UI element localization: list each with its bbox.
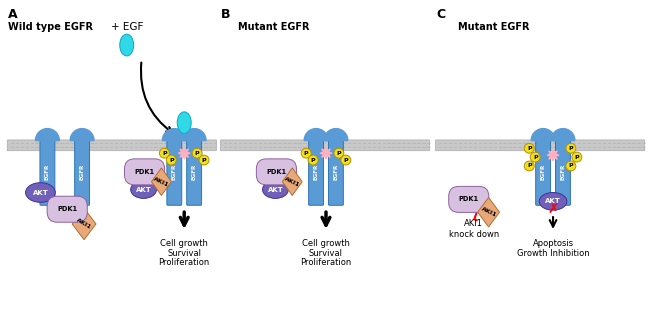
Text: Apoptosis: Apoptosis bbox=[532, 239, 573, 248]
Ellipse shape bbox=[120, 34, 134, 56]
Text: Cell growth: Cell growth bbox=[302, 239, 350, 248]
Text: AKT: AKT bbox=[136, 187, 151, 193]
Circle shape bbox=[301, 148, 311, 158]
Text: Proliferation: Proliferation bbox=[300, 258, 352, 267]
Ellipse shape bbox=[25, 183, 55, 202]
Text: PDK1: PDK1 bbox=[459, 196, 479, 202]
Polygon shape bbox=[72, 208, 96, 240]
Ellipse shape bbox=[539, 193, 567, 210]
Polygon shape bbox=[304, 129, 328, 140]
Text: P: P bbox=[533, 154, 538, 160]
Ellipse shape bbox=[177, 112, 191, 133]
Text: EGFR: EGFR bbox=[560, 164, 566, 180]
Text: EGFR: EGFR bbox=[45, 164, 50, 180]
Text: P: P bbox=[569, 163, 573, 169]
FancyBboxPatch shape bbox=[187, 139, 202, 205]
Circle shape bbox=[199, 155, 209, 165]
Text: P: P bbox=[569, 146, 573, 151]
Text: Survival: Survival bbox=[309, 249, 343, 257]
Text: + EGF: + EGF bbox=[111, 22, 143, 32]
FancyBboxPatch shape bbox=[436, 140, 645, 151]
Text: EGFR: EGFR bbox=[192, 164, 197, 180]
Text: AKT: AKT bbox=[545, 198, 561, 204]
Polygon shape bbox=[324, 129, 348, 140]
Text: EGFR: EGFR bbox=[313, 164, 318, 180]
Circle shape bbox=[572, 152, 582, 162]
Text: P: P bbox=[195, 151, 200, 156]
Text: PDK1: PDK1 bbox=[135, 169, 155, 175]
Circle shape bbox=[308, 155, 318, 165]
Text: knock down: knock down bbox=[448, 230, 499, 239]
Circle shape bbox=[166, 155, 176, 165]
Text: A: A bbox=[8, 8, 18, 21]
Text: P: P bbox=[162, 151, 166, 156]
Circle shape bbox=[566, 161, 576, 171]
Text: AKT: AKT bbox=[32, 190, 48, 195]
Text: AKI1: AKI1 bbox=[75, 218, 92, 230]
Text: EGFR: EGFR bbox=[172, 164, 177, 180]
Polygon shape bbox=[531, 129, 555, 140]
FancyBboxPatch shape bbox=[7, 140, 216, 151]
Polygon shape bbox=[478, 197, 499, 227]
Circle shape bbox=[566, 143, 576, 153]
Text: P: P bbox=[337, 151, 341, 156]
Text: Growth Inhibition: Growth Inhibition bbox=[517, 249, 590, 257]
Polygon shape bbox=[70, 129, 94, 140]
Text: AKI1: AKI1 bbox=[464, 219, 483, 228]
Text: P: P bbox=[169, 157, 174, 163]
Ellipse shape bbox=[131, 181, 157, 198]
Polygon shape bbox=[282, 168, 302, 195]
FancyBboxPatch shape bbox=[309, 139, 324, 205]
FancyBboxPatch shape bbox=[220, 140, 430, 151]
Text: P: P bbox=[311, 157, 315, 163]
Polygon shape bbox=[320, 147, 332, 159]
Text: Survival: Survival bbox=[167, 249, 202, 257]
Text: Proliferation: Proliferation bbox=[159, 258, 210, 267]
Polygon shape bbox=[182, 129, 206, 140]
Text: PDK1: PDK1 bbox=[57, 206, 77, 212]
Text: P: P bbox=[575, 154, 579, 160]
Text: Mutant EGFR: Mutant EGFR bbox=[238, 22, 309, 32]
Text: ✗: ✗ bbox=[547, 202, 559, 216]
Circle shape bbox=[525, 143, 534, 153]
Polygon shape bbox=[162, 129, 186, 140]
Circle shape bbox=[334, 148, 344, 158]
Text: C: C bbox=[436, 8, 445, 21]
Polygon shape bbox=[36, 129, 59, 140]
Text: AKI1: AKI1 bbox=[284, 176, 301, 187]
Text: P: P bbox=[527, 163, 532, 169]
Circle shape bbox=[159, 148, 170, 158]
Circle shape bbox=[530, 152, 540, 162]
Text: B: B bbox=[221, 8, 230, 21]
FancyBboxPatch shape bbox=[75, 139, 90, 205]
FancyBboxPatch shape bbox=[536, 139, 551, 205]
Text: P: P bbox=[527, 146, 532, 151]
Text: AKT: AKT bbox=[268, 187, 283, 193]
Circle shape bbox=[341, 155, 351, 165]
Polygon shape bbox=[151, 168, 172, 195]
Text: AKI1: AKI1 bbox=[480, 206, 497, 218]
Polygon shape bbox=[551, 129, 575, 140]
Text: AKI1: AKI1 bbox=[153, 176, 170, 187]
Text: Mutant EGFR: Mutant EGFR bbox=[458, 22, 529, 32]
Text: EGFR: EGFR bbox=[79, 164, 84, 180]
FancyBboxPatch shape bbox=[328, 139, 343, 205]
Text: Cell growth: Cell growth bbox=[161, 239, 208, 248]
Polygon shape bbox=[547, 149, 559, 161]
Circle shape bbox=[192, 148, 202, 158]
Text: P: P bbox=[202, 157, 206, 163]
Text: PDK1: PDK1 bbox=[266, 169, 287, 175]
Polygon shape bbox=[178, 147, 190, 159]
FancyBboxPatch shape bbox=[40, 139, 55, 205]
Text: P: P bbox=[343, 157, 348, 163]
Text: EGFR: EGFR bbox=[541, 164, 545, 180]
Ellipse shape bbox=[263, 181, 289, 198]
Text: EGFR: EGFR bbox=[333, 164, 339, 180]
FancyBboxPatch shape bbox=[556, 139, 571, 205]
FancyBboxPatch shape bbox=[167, 139, 182, 205]
Text: P: P bbox=[304, 151, 309, 156]
Text: Wild type EGFR: Wild type EGFR bbox=[8, 22, 93, 32]
Circle shape bbox=[525, 161, 534, 171]
